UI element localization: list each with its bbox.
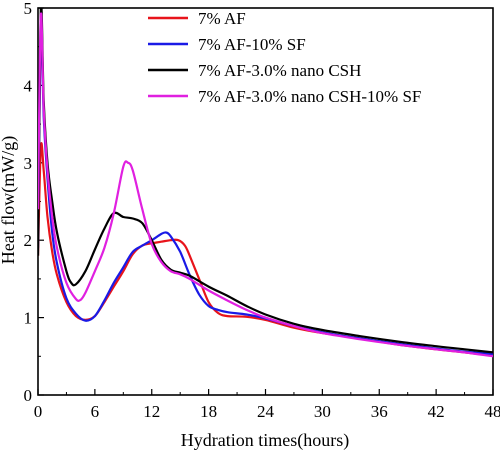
y-axis-title: Heat flow(mW/g) — [0, 136, 19, 264]
y-tick-label: 0 — [24, 386, 33, 405]
series-line-1 — [38, 142, 493, 357]
y-tick-label: 2 — [24, 231, 33, 250]
x-axis-title: Hydration times(hours) — [181, 430, 349, 451]
x-tick-label: 6 — [91, 402, 100, 421]
legend-label-2: 7% AF-10% SF — [198, 35, 306, 54]
legend-label-3: 7% AF-3.0% nano CSH — [198, 61, 361, 80]
y-tick-label: 4 — [24, 76, 33, 95]
x-tick-label: 0 — [34, 402, 43, 421]
x-tick-label: 36 — [371, 402, 388, 421]
x-tick-label: 18 — [200, 402, 217, 421]
series-layer — [38, 8, 493, 358]
y-tick-label: 3 — [24, 154, 33, 173]
legend-label-4: 7% AF-3.0% nano CSH-10% SF — [198, 87, 421, 106]
x-tick-label: 48 — [485, 402, 500, 421]
x-tick-label: 30 — [314, 402, 331, 421]
x-tick-label: 24 — [257, 402, 275, 421]
series-line-3 — [38, 8, 493, 354]
y-tick-label: 5 — [24, 0, 33, 18]
legend-label-1: 7% AF — [198, 9, 246, 28]
legend: 7% AF 7% AF-10% SF 7% AF-3.0% nano CSH 7% A… — [148, 9, 421, 106]
x-tick-label: 42 — [428, 402, 445, 421]
x-axis: 0 6 12 18 24 30 36 42 48 — [34, 389, 500, 421]
series-line-4 — [38, 12, 493, 358]
y-tick-label: 1 — [24, 309, 33, 328]
x-tick-label: 12 — [143, 402, 160, 421]
